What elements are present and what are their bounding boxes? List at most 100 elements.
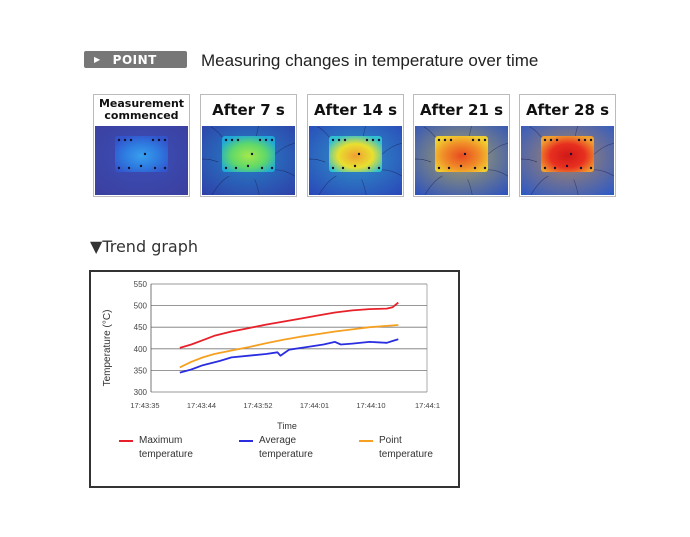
component-dot (579, 166, 583, 170)
component-dot (139, 164, 143, 168)
component-dot (270, 166, 274, 170)
legend-swatch (119, 440, 133, 442)
circuit-board-shape (222, 136, 275, 172)
flux-line (467, 179, 473, 195)
component-dot (117, 138, 121, 142)
component-dot (331, 166, 335, 170)
component-dot (483, 166, 487, 170)
circuit-board-shape (541, 136, 594, 172)
y-axis-label: Temperature (°C) (102, 310, 113, 387)
x-axis-label: Time (277, 421, 297, 431)
flux-line (254, 179, 260, 195)
flux-line (202, 158, 219, 163)
component-dot (443, 138, 447, 142)
flux-line (530, 175, 549, 195)
series-line-1 (179, 338, 399, 374)
component-dot (163, 166, 167, 170)
y-tick-label: 400 (134, 345, 148, 354)
flux-line (488, 169, 508, 177)
component-dot (543, 166, 547, 170)
component-dot (589, 138, 593, 142)
thermal-image-heatmap (95, 126, 188, 195)
thermal-image-strip: Measurement commenced After 7 s After 14 … (93, 94, 616, 198)
component-dot (589, 166, 593, 170)
component-dot (371, 138, 375, 142)
component-dot (365, 138, 369, 142)
point-badge-label: POINT (112, 52, 157, 67)
flux-line (593, 142, 614, 155)
component-dot (463, 152, 467, 156)
component-dot (357, 152, 361, 156)
circuit-board-shape (115, 136, 168, 172)
flux-line (573, 179, 579, 195)
component-dot (337, 138, 341, 142)
component-dot (127, 166, 131, 170)
series-line-0 (179, 301, 399, 349)
flux-line (382, 169, 402, 177)
component-dot (157, 138, 161, 142)
y-tick-label: 300 (134, 388, 148, 397)
component-dot (377, 138, 381, 142)
component-dot (153, 166, 157, 170)
component-dot (258, 138, 262, 142)
x-tick-label: 17:44:01 (300, 401, 329, 410)
component-dot (477, 138, 481, 142)
page-title: Measuring changes in temperature over ti… (201, 51, 539, 70)
component-dot (473, 166, 477, 170)
thermal-image-label: After 7 s (212, 101, 285, 119)
flux-line (318, 175, 337, 195)
thermal-image-heatmap (202, 126, 295, 195)
flux-line (415, 158, 432, 163)
component-dot (163, 138, 167, 142)
component-dot (583, 138, 587, 142)
component-dot (343, 138, 347, 142)
flux-line (424, 175, 443, 195)
y-tick-label: 550 (134, 280, 148, 289)
component-dot (250, 152, 254, 156)
flux-line (274, 142, 295, 155)
flux-line (487, 142, 508, 155)
point-badge: ▶ POINT (84, 51, 187, 68)
trend-graph-title: ▼Trend graph (90, 237, 199, 256)
component-dot (341, 166, 345, 170)
flux-line (309, 158, 326, 163)
component-dot (331, 138, 335, 142)
component-dot (230, 138, 234, 142)
component-dot (377, 166, 381, 170)
chart-legend: Maximum temperature Average temperature Po… (91, 430, 458, 480)
series-line-2 (179, 324, 399, 369)
component-dot (543, 138, 547, 142)
flux-line (381, 142, 402, 155)
component-dot (449, 138, 453, 142)
thermal-image-3: After 21 s (413, 94, 510, 197)
component-dot (117, 166, 121, 170)
y-tick-label: 450 (134, 323, 148, 332)
circuit-board-shape (329, 136, 382, 172)
circuit-board-shape (435, 136, 488, 172)
thermal-image-label: Measurement commenced (98, 97, 185, 122)
legend-swatch (239, 440, 253, 442)
thermal-image-label: After 28 s (525, 101, 610, 119)
component-dot (555, 138, 559, 142)
component-dot (143, 152, 147, 156)
y-tick-label: 500 (134, 302, 148, 311)
x-tick-label: 17:43:44 (187, 401, 216, 410)
component-dot (353, 164, 357, 168)
component-dot (447, 166, 451, 170)
trend-chart: 300 350 400 450 500 550 17:43:35 17:43:44 17:43:… (89, 270, 460, 488)
thermal-image-heatmap (309, 126, 402, 195)
thermal-image-1: After 7 s (200, 94, 297, 197)
component-dot (270, 138, 274, 142)
component-dot (569, 152, 573, 156)
component-dot (246, 164, 250, 168)
play-arrow-icon: ▶ (94, 55, 101, 64)
component-dot (129, 138, 133, 142)
component-dot (224, 138, 228, 142)
trend-chart-plot: 300 350 400 450 500 550 17:43:35 17:43:44 17:43:… (102, 280, 440, 431)
component-dot (565, 164, 569, 168)
component-dot (437, 138, 441, 142)
thermal-image-heatmap (521, 126, 614, 195)
x-tick-label: 17:44:10 (356, 401, 385, 410)
component-dot (553, 166, 557, 170)
thermal-image-2: After 14 s (307, 94, 404, 197)
